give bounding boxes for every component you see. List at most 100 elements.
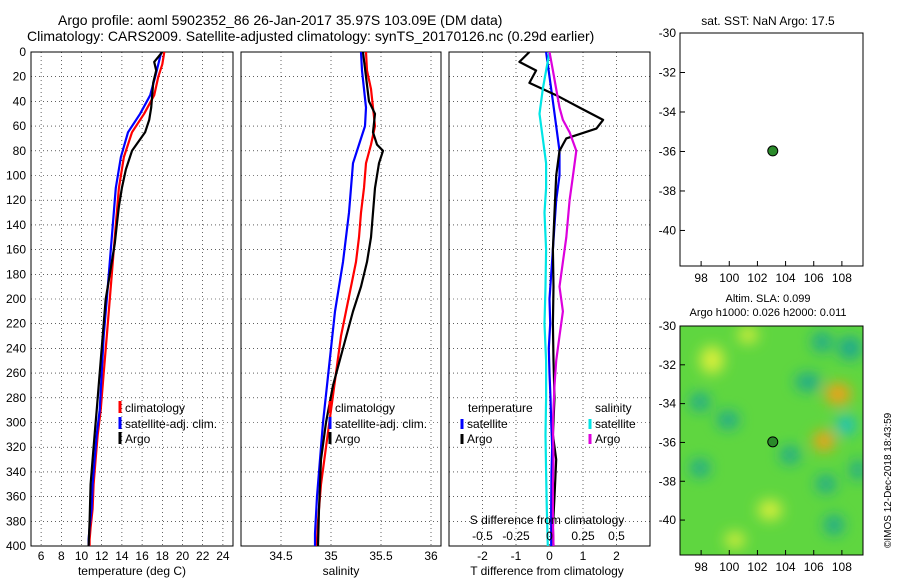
- series-argo: [316, 52, 385, 546]
- s-diff-tick-label: 0.5: [608, 529, 625, 543]
- t-difference-axis-label: T difference from climatology: [470, 564, 624, 578]
- map-y-tick-label: -34: [659, 397, 677, 411]
- grid-layer: [31, 52, 650, 546]
- x-tick-label: 14: [115, 549, 129, 563]
- series-salinity-argo: [548, 52, 578, 546]
- x-tick-label: 35.5: [369, 549, 393, 563]
- figure-title-line1: Argo profile: aoml 5902352_86 26-Jan-201…: [58, 12, 502, 28]
- map-x-tick-label: 98: [694, 560, 708, 574]
- legend-label-s-argo: Argo: [595, 432, 621, 446]
- legend-label-climatology: climatology: [335, 401, 395, 415]
- map-x-tick-label: 106: [804, 271, 824, 285]
- depth-tick-label: 40: [13, 94, 27, 108]
- depth-tick-label: 80: [13, 144, 27, 158]
- map-x-tick-label: 106: [804, 560, 824, 574]
- temperature-series-group: [87, 52, 166, 546]
- map-y-tick-label: -32: [659, 358, 677, 372]
- depth-tick-label: 100: [6, 169, 26, 183]
- legend-label-climatology: climatology: [125, 401, 185, 415]
- s-difference-axis-label: S difference from climatology: [470, 513, 625, 527]
- depth-tick-label: 400: [6, 539, 26, 553]
- legend-label-satellite: satellite-adj. clim.: [125, 417, 217, 431]
- depth-tick-label: 380: [6, 514, 26, 528]
- map-y-tick-label: -30: [659, 26, 677, 40]
- legend-heading-temperature: temperature: [468, 401, 533, 415]
- sst-panel-title: sat. SST: NaN Argo: 17.5: [701, 14, 835, 28]
- legend-label-argo: Argo: [335, 432, 361, 446]
- legend-label-s-satellite: satellite: [595, 417, 636, 431]
- depth-tick-label: 160: [6, 243, 26, 257]
- map-y-tick-label: -30: [659, 319, 677, 333]
- map-x-tick-label: 108: [832, 271, 852, 285]
- s-diff-tick-label: -0.25: [502, 529, 530, 543]
- depth-tick-label: 20: [13, 70, 27, 84]
- map-y-tick-label: -40: [659, 513, 677, 527]
- depth-tick-label: 0: [19, 45, 26, 59]
- map-y-tick-label: -38: [659, 184, 677, 198]
- salinity-series-group: [313, 52, 385, 546]
- argo-position-marker: [767, 436, 779, 448]
- difference-series-group: [518, 52, 605, 546]
- argo-position-marker: [767, 145, 779, 157]
- temperature-axis-label: temperature (deg C): [78, 564, 186, 578]
- depth-tick-label: 240: [6, 341, 26, 355]
- s-diff-tick-label: -0.5: [472, 529, 493, 543]
- legend-label-satellite: satellite-adj. clim.: [335, 417, 427, 431]
- x-tick-label: 34.5: [269, 549, 293, 563]
- depth-tick-label: 280: [6, 391, 26, 405]
- depth-tick-label: 220: [6, 317, 26, 331]
- x-tick-label: 10: [75, 549, 89, 563]
- sla-map-frame: [679, 325, 864, 556]
- depth-tick-label: 340: [6, 465, 26, 479]
- s-diff-tick-label: 0: [546, 529, 553, 543]
- x-tick-label: 8: [58, 549, 65, 563]
- map-y-tick-label: -40: [659, 223, 677, 237]
- series-layer: [87, 52, 605, 546]
- x-tick-label: -1: [511, 549, 522, 563]
- x-tick-label: 0: [546, 549, 553, 563]
- depth-tick-label: 360: [6, 490, 26, 504]
- map-x-tick-label: 100: [719, 560, 739, 574]
- s-diff-tick-label: 0.25: [571, 529, 595, 543]
- x-tick-label: 20: [176, 549, 190, 563]
- x-tick-label: 1: [580, 549, 587, 563]
- map-y-tick-label: -36: [659, 144, 677, 158]
- series-climatology: [315, 52, 377, 546]
- x-tick-label: 6: [38, 549, 45, 563]
- map-y-tick-label: -36: [659, 435, 677, 449]
- x-tick-layer: 6 8 10 12 14 16 18 20 22 24 34.5 35 35.5 36 -2 -1 0 1 2-0.…: [38, 529, 625, 563]
- map-x-tick-label: 104: [776, 560, 796, 574]
- sla-map-axes: -30 -32 -34 -36 -38 -40 98 100 102 104 106 108: [659, 319, 853, 574]
- depth-tick-label: 300: [6, 416, 26, 430]
- sla-anomaly-blobs: [690, 327, 863, 548]
- depth-tick-label: 60: [13, 119, 27, 133]
- depth-tick-label: 180: [6, 267, 26, 281]
- depth-tick-label: 320: [6, 440, 26, 454]
- series-satellite-adj-clim-: [313, 52, 368, 546]
- sla-panel-title: Altim. SLA: 0.099: [726, 293, 811, 305]
- x-tick-label: 35: [324, 549, 338, 563]
- map-y-tick-label: -34: [659, 105, 677, 119]
- depth-tick-label: 120: [6, 193, 26, 207]
- map-x-tick-label: 98: [694, 271, 708, 285]
- legend-label-argo: Argo: [125, 432, 151, 446]
- series-climatology: [88, 52, 166, 546]
- depth-axis: 0 20 40 60 80 100 120 140 160 180 200 220 240 260 280 3…: [6, 45, 26, 553]
- sla-panel-subtitle: Argo h1000: 0.026 h2000: 0.011: [690, 307, 847, 319]
- x-tick-label: 24: [216, 549, 230, 563]
- depth-tick-label: 140: [6, 218, 26, 232]
- figure-title-line2: Climatology: CARS2009. Satellite-adjuste…: [27, 28, 594, 44]
- depth-tick-label: 200: [6, 292, 26, 306]
- map-y-tick-label: -32: [659, 65, 677, 79]
- x-tick-label: 2: [613, 549, 620, 563]
- x-tick-label: 36: [424, 549, 438, 563]
- depth-tick-label: 260: [6, 366, 26, 380]
- difference-legend: temperature satellite Argo salinity sate…: [460, 401, 636, 446]
- sst-map-axes: -30 -32 -34 -36 -38 -40 98 100 102 104 106 108: [659, 26, 853, 285]
- salinity-axis-label: salinity: [323, 564, 360, 578]
- map-x-tick-label: 102: [747, 271, 767, 285]
- x-tick-label: 22: [196, 549, 210, 563]
- x-tick-label: 18: [156, 549, 170, 563]
- legend-label-t-satellite: satellite: [467, 417, 508, 431]
- legend-label-t-argo: Argo: [467, 432, 493, 446]
